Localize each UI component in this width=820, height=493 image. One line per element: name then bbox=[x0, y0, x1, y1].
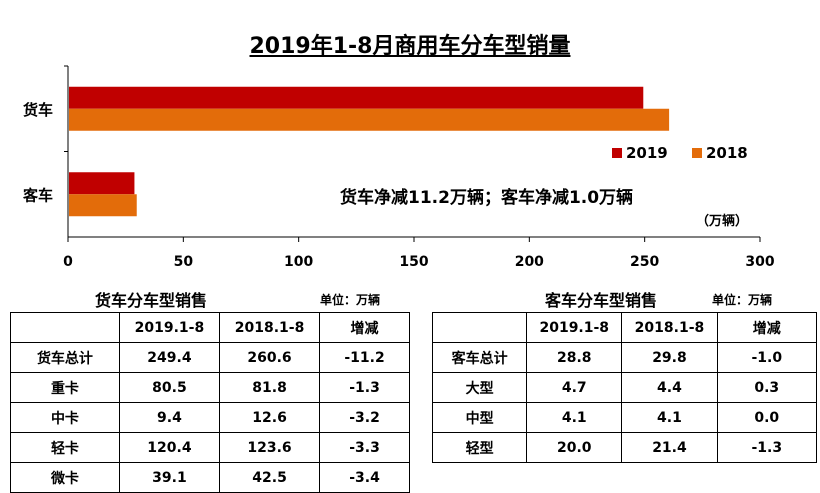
bar-2018 bbox=[69, 108, 670, 131]
table-cell: 4.7 bbox=[526, 372, 623, 403]
table-row: 中卡 9.4 12.6 -3.2 bbox=[10, 402, 410, 433]
column-header: 增减 bbox=[319, 312, 410, 343]
row-label: 中型 bbox=[431, 402, 528, 433]
x-tick-label: 300 bbox=[745, 254, 774, 270]
column-header bbox=[10, 312, 120, 343]
category-label: 货车 bbox=[23, 101, 53, 119]
table-cell: -3.4 bbox=[319, 462, 410, 493]
legend-swatch-2018 bbox=[692, 148, 702, 158]
column-header bbox=[431, 312, 528, 343]
goods-sales-table: 2019.1-8 2018.1-8 增减 货车总计 249.4 260.6 -11.2 重卡… bbox=[10, 312, 410, 493]
row-label: 轻型 bbox=[431, 432, 528, 463]
row-label: 微卡 bbox=[10, 462, 120, 493]
category-label: 客车 bbox=[22, 186, 53, 204]
bar-2019 bbox=[69, 86, 644, 109]
table-row: 轻型 20.0 21.4 -1.3 bbox=[431, 432, 818, 463]
table-row: 大型 4.7 4.4 0.3 bbox=[431, 372, 818, 403]
table-cell: 249.4 bbox=[118, 342, 220, 373]
row-label: 货车总计 bbox=[10, 342, 120, 373]
legend-label: 2019 bbox=[626, 144, 668, 162]
x-tick-label: 200 bbox=[515, 254, 544, 270]
table-cell: -1.3 bbox=[716, 432, 818, 463]
table-cell: 0.3 bbox=[716, 372, 818, 403]
column-header: 2019.1-8 bbox=[526, 312, 623, 343]
table-row: 重卡 80.5 81.8 -1.3 bbox=[10, 372, 410, 403]
table-cell: -3.3 bbox=[319, 432, 410, 463]
legend-label: 2018 bbox=[706, 144, 748, 162]
x-tick-label: 250 bbox=[630, 254, 659, 270]
column-header: 2018.1-8 bbox=[218, 312, 321, 343]
goods-table-unit: 单位：万辆 bbox=[320, 293, 381, 307]
row-label: 大型 bbox=[431, 372, 528, 403]
table-cell: 20.0 bbox=[526, 432, 623, 463]
bar-2018 bbox=[69, 194, 137, 217]
unit-label: （万辆） bbox=[696, 213, 748, 229]
table-cell: -3.2 bbox=[319, 402, 410, 433]
table-cell: 123.6 bbox=[218, 432, 321, 463]
row-label: 重卡 bbox=[10, 372, 120, 403]
table-cell: 80.5 bbox=[118, 372, 220, 403]
table-cell: 28.8 bbox=[526, 342, 623, 373]
row-label: 客车总计 bbox=[431, 342, 528, 373]
table-cell: 0.0 bbox=[716, 402, 818, 433]
table-cell: 4.1 bbox=[526, 402, 623, 433]
table-cell: 42.5 bbox=[218, 462, 321, 493]
table-header-row: 2019.1-8 2018.1-8 增减 bbox=[431, 312, 818, 343]
legend-swatch-2019 bbox=[612, 148, 622, 158]
goods-table-title: 货车分车型销售 bbox=[95, 291, 208, 310]
x-tick-label: 150 bbox=[399, 254, 428, 270]
table-cell: 120.4 bbox=[118, 432, 220, 463]
table-cell: -1.3 bbox=[319, 372, 410, 403]
table-cell: 21.4 bbox=[621, 432, 718, 463]
row-label: 轻卡 bbox=[10, 432, 120, 463]
table-cell: 4.4 bbox=[621, 372, 718, 403]
x-tick-label: 100 bbox=[284, 254, 313, 270]
table-header-row: 2019.1-8 2018.1-8 增减 bbox=[10, 312, 410, 343]
x-tick-label: 0 bbox=[63, 254, 73, 270]
table-row: 货车总计 249.4 260.6 -11.2 bbox=[10, 342, 410, 373]
bus-table-title: 客车分车型销售 bbox=[545, 291, 658, 310]
bus-table-unit: 单位：万辆 bbox=[712, 293, 773, 307]
table-row: 微卡 39.1 42.5 -3.4 bbox=[10, 462, 410, 493]
table-row: 中型 4.1 4.1 0.0 bbox=[431, 402, 818, 433]
column-header: 增减 bbox=[716, 312, 818, 343]
chart-title: 2019年1-8月商用车分车型销量 bbox=[249, 34, 571, 59]
table-cell: 29.8 bbox=[621, 342, 718, 373]
table-cell: 260.6 bbox=[218, 342, 321, 373]
table-cell: 12.6 bbox=[218, 402, 321, 433]
table-cell: 81.8 bbox=[218, 372, 321, 403]
row-label: 中卡 bbox=[10, 402, 120, 433]
table-cell: -11.2 bbox=[319, 342, 410, 373]
table-cell: -1.0 bbox=[716, 342, 818, 373]
bar-2019 bbox=[69, 172, 135, 195]
column-header: 2019.1-8 bbox=[118, 312, 220, 343]
table-cell: 39.1 bbox=[118, 462, 220, 493]
annotation-text: 货车净减11.2万辆；客车净减1.0万辆 bbox=[340, 187, 633, 208]
table-row: 客车总计 28.8 29.8 -1.0 bbox=[431, 342, 818, 373]
x-tick-label: 50 bbox=[174, 254, 194, 270]
table-cell: 4.1 bbox=[621, 402, 718, 433]
table-cell: 9.4 bbox=[118, 402, 220, 433]
table-row: 轻卡 120.4 123.6 -3.3 bbox=[10, 432, 410, 463]
bus-sales-table: 2019.1-8 2018.1-8 增减 客车总计 28.8 29.8 -1.0 大型 4.7… bbox=[431, 312, 818, 463]
column-header: 2018.1-8 bbox=[621, 312, 718, 343]
